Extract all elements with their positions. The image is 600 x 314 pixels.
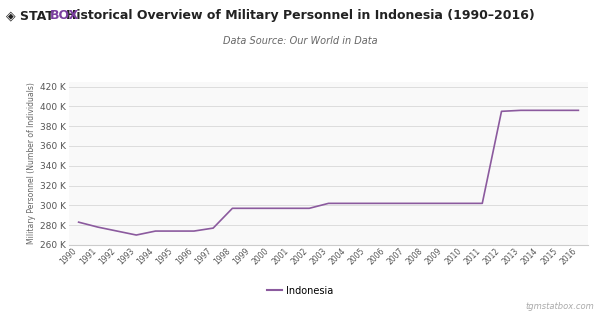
Text: tgmstatbox.com: tgmstatbox.com [525, 302, 594, 311]
Text: ◈ STAT: ◈ STAT [6, 9, 54, 22]
Text: BOX: BOX [50, 9, 79, 22]
Text: Historical Overview of Military Personnel in Indonesia (1990–2016): Historical Overview of Military Personne… [65, 9, 535, 22]
Text: Data Source: Our World in Data: Data Source: Our World in Data [223, 36, 377, 46]
Legend: Indonesia: Indonesia [263, 282, 337, 300]
Y-axis label: Military Personnel (Number of Individuals): Military Personnel (Number of Individual… [27, 82, 36, 244]
